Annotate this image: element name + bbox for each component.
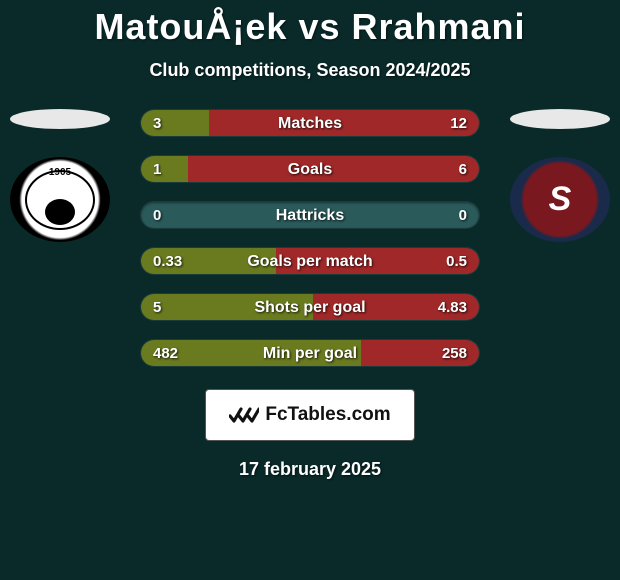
stat-label: Goals — [141, 156, 479, 183]
stat-label: Matches — [141, 110, 479, 137]
stat-label: Shots per goal — [141, 294, 479, 321]
brand-text: FcTables.com — [265, 404, 390, 426]
stat-row: 16Goals — [140, 155, 480, 183]
left-player-column: 1905 — [0, 109, 120, 242]
stat-label: Hattricks — [141, 202, 479, 229]
stat-label: Min per goal — [141, 340, 479, 367]
badge-letter: S — [549, 180, 572, 219]
left-player-silhouette — [10, 109, 110, 129]
badge-ball-icon — [45, 199, 75, 225]
comparison-chart: 1905 S 312Matches 16Goals 00Hattricks 0.330… — [0, 109, 620, 367]
date-label: 17 february 2025 — [0, 459, 620, 480]
right-player-silhouette — [510, 109, 610, 129]
stat-row: 54.83Shots per goal — [140, 293, 480, 321]
stat-row: 312Matches — [140, 109, 480, 137]
badge-year: 1905 — [49, 167, 71, 178]
stat-label: Goals per match — [141, 248, 479, 275]
right-player-column: S — [500, 109, 620, 242]
subtitle: Club competitions, Season 2024/2025 — [0, 60, 620, 81]
left-club-badge: 1905 — [10, 157, 110, 242]
brand-checks-icon — [229, 404, 259, 426]
stat-row: 00Hattricks — [140, 201, 480, 229]
brand-badge: FcTables.com — [205, 389, 415, 441]
stat-bars: 312Matches 16Goals 00Hattricks 0.330.5Goals… — [140, 109, 480, 367]
stat-row: 482258Min per goal — [140, 339, 480, 367]
right-club-badge: S — [510, 157, 610, 242]
stat-row: 0.330.5Goals per match — [140, 247, 480, 275]
page-title: MatouÅ¡ek vs Rrahmani — [0, 0, 620, 48]
